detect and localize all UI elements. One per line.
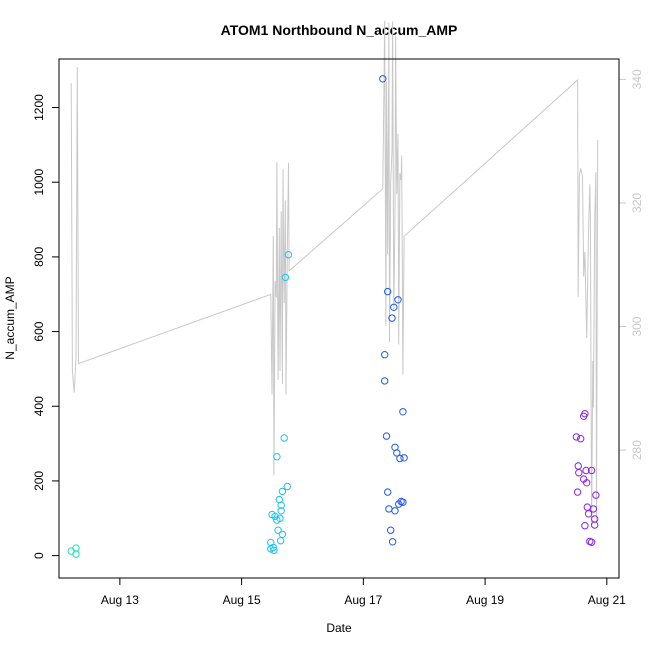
- scatter-point: [284, 251, 293, 259]
- scatter-point: [67, 547, 75, 555]
- scatter-point: [277, 507, 285, 515]
- scatter-point: [393, 449, 401, 457]
- x-tick-label: Aug 19: [466, 593, 504, 607]
- scatter-point: [270, 546, 278, 555]
- scatter-point: [391, 507, 399, 515]
- scatter-point: [587, 538, 596, 546]
- scatter-point: [583, 479, 591, 487]
- scatter-point: [276, 514, 284, 522]
- y-axis-label: N_accum_AMP: [3, 276, 17, 359]
- plot-frame: [58, 58, 620, 579]
- secondary-series-line: [70, 20, 599, 528]
- scatter-point: [396, 454, 404, 463]
- scatter-point: [281, 273, 290, 282]
- scatter-point: [581, 522, 589, 530]
- y-tick-label: 1000: [32, 169, 46, 196]
- x-tick-label: Aug 17: [344, 593, 382, 607]
- scatter-point: [283, 482, 291, 491]
- scatter-point: [399, 498, 407, 506]
- axes-group: Aug 13 Aug 15 Aug 17 Aug 19 Aug 21 0 200 400 600…: [32, 69, 644, 607]
- scatter-point: [379, 75, 387, 83]
- scatter-point: [72, 544, 80, 552]
- y2-tick-label: 280: [630, 440, 644, 460]
- x-tick-label: Aug 13: [101, 593, 139, 607]
- scatter-point: [584, 510, 593, 518]
- y-tick-label: 0: [32, 552, 46, 559]
- scatter-point: [587, 466, 596, 475]
- scatter-point: [387, 526, 395, 534]
- scatter-point: [278, 530, 287, 538]
- scatter-point: [572, 433, 581, 441]
- x-axis-label: Date: [326, 621, 352, 635]
- y-tick-label: 1200: [32, 94, 46, 121]
- scatter-point: [400, 454, 408, 462]
- scatter-point: [574, 462, 582, 470]
- scatter-point: [399, 408, 407, 416]
- scatter-point: [390, 303, 398, 311]
- scatter-point: [381, 377, 389, 385]
- scatter-point: [273, 453, 281, 461]
- scatter-point: [388, 314, 396, 322]
- scatter-point: [276, 537, 285, 545]
- scatter-point: [395, 500, 403, 508]
- scatter-point: [384, 488, 392, 496]
- scatter-point: [72, 550, 80, 558]
- y2-tick-label: 300: [630, 316, 644, 336]
- chart-title: ATOM1 Northbound N_accum_AMP: [221, 22, 458, 38]
- y2-tick-label: 340: [630, 69, 644, 89]
- scatter-point: [381, 351, 389, 359]
- scatter-point: [385, 505, 393, 513]
- scatter-point: [277, 501, 285, 509]
- secondary-line-group: [70, 20, 599, 528]
- scatter-point: [384, 287, 392, 296]
- scatter-point: [575, 469, 583, 477]
- scatter-point: [583, 503, 591, 511]
- y-tick-label: 600: [32, 321, 46, 341]
- x-tick-label: Aug 21: [588, 593, 626, 607]
- y2-tick-label: 320: [630, 193, 644, 213]
- scatter-point: [581, 410, 589, 418]
- scatter-point: [269, 543, 277, 552]
- scatter-point: [274, 526, 282, 534]
- scatter-point: [582, 466, 590, 475]
- scatter-point: [592, 491, 600, 499]
- scatter-points-group: [67, 75, 600, 558]
- scatter-point: [573, 488, 582, 496]
- scatter-point: [388, 538, 397, 546]
- scatter-point: [271, 512, 279, 521]
- scatter-point: [280, 434, 288, 442]
- y-tick-label: 400: [32, 396, 46, 416]
- scatter-point: [589, 505, 598, 513]
- scatter-point: [577, 435, 585, 443]
- y-tick-label: 800: [32, 247, 46, 267]
- scatter-point: [382, 432, 391, 440]
- scatter-point: [278, 487, 287, 496]
- scatter-point: [394, 296, 402, 304]
- scatter-point: [591, 521, 599, 529]
- y-tick-label: 200: [32, 471, 46, 491]
- x-tick-label: Aug 15: [223, 593, 261, 607]
